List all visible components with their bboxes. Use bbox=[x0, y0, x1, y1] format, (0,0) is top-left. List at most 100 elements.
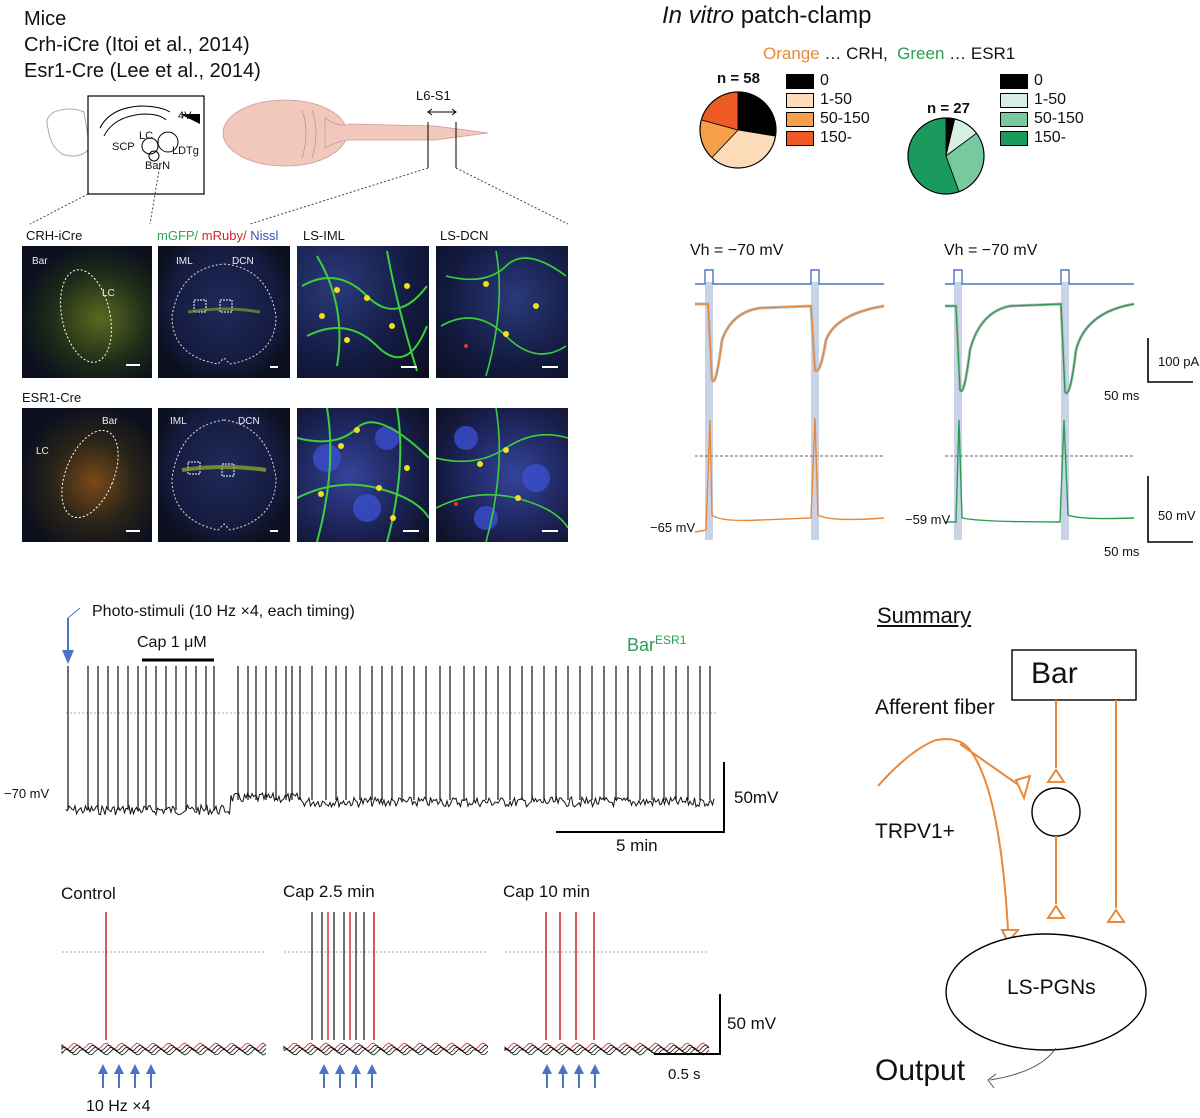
esr1-legend-label: 0 bbox=[1034, 72, 1043, 89]
vm-left: −65 mV bbox=[650, 520, 696, 535]
patch-clamp-title: In vitro patch-clamp bbox=[662, 2, 871, 30]
scalebar bbox=[403, 530, 419, 532]
esr1-legend-swatch bbox=[1000, 112, 1028, 127]
scale-mv: 50 mV bbox=[1158, 508, 1196, 523]
bar-label: Bar bbox=[32, 256, 48, 267]
green-word: Green bbox=[897, 44, 945, 63]
dcn-label: DCN bbox=[238, 416, 260, 427]
scalebar bbox=[126, 530, 140, 532]
color-legend-line: Orange … CRH, Green … ESR1 bbox=[763, 44, 1015, 64]
scalebar bbox=[542, 530, 558, 532]
long-trace-baseline bbox=[65, 791, 715, 817]
esr1-row-label: ESR1-Cre bbox=[22, 390, 82, 405]
crh-legend-swatch bbox=[786, 112, 814, 127]
stim-trace-right bbox=[945, 269, 1134, 285]
lc-label: LC bbox=[102, 288, 115, 299]
mgfp-label: mGFP/ bbox=[157, 228, 199, 243]
current-scale-bar bbox=[1147, 338, 1193, 383]
photo-stimuli-label: Photo-stimuli (10 Hz ×4, each timing) bbox=[92, 603, 355, 620]
vm-right: −59 mV bbox=[905, 512, 951, 527]
segment-label: L6-S1 bbox=[416, 88, 451, 103]
label-scp: SCP bbox=[112, 141, 135, 153]
esr1-legend-swatch bbox=[1000, 74, 1028, 89]
cap-label: Cap 1 μM bbox=[137, 634, 207, 651]
stim-trace-left bbox=[695, 269, 884, 285]
stain-legend: mGFP/ mRuby/ Nissl bbox=[157, 228, 278, 243]
esr1-current-trace bbox=[945, 303, 1135, 394]
crh-n-label: n = 58 bbox=[717, 70, 760, 87]
micrograph-crh-ls-iml bbox=[297, 246, 429, 378]
bar-esr1-label: BarESR1 bbox=[627, 633, 686, 656]
ls-pgns-label: LS-PGNs bbox=[1007, 976, 1096, 999]
crh-legend-swatch bbox=[786, 74, 814, 89]
summary-bar-label: Bar bbox=[1031, 657, 1078, 690]
crh-legend-swatch bbox=[786, 131, 814, 146]
esr1-pie-chart bbox=[907, 117, 985, 195]
crh-current-trace bbox=[695, 303, 885, 382]
cap-10-label: Cap 10 min bbox=[503, 882, 590, 901]
orange-rest: … CRH, bbox=[819, 44, 888, 63]
micrograph-esr1-ls-iml bbox=[297, 408, 429, 542]
micrograph-crh-ls-dcn bbox=[436, 246, 568, 378]
bottom-scale-s: 0.5 s bbox=[668, 1066, 701, 1083]
crh-line-label: Crh-iCre (Itoi et al., 2014) bbox=[24, 34, 250, 56]
trpv1-label: TRPV1+ bbox=[875, 820, 955, 843]
control-label: Control bbox=[61, 884, 116, 903]
vh-right-label: Vh = −70 mV bbox=[944, 242, 1038, 259]
scale-ms-1: 50 ms bbox=[1104, 388, 1140, 403]
species-label: Mice bbox=[24, 8, 67, 30]
output-label: Output bbox=[875, 1054, 966, 1087]
scalebar bbox=[126, 364, 140, 366]
label-ldtg: LDTg bbox=[172, 145, 199, 157]
short-voltage-traces bbox=[61, 912, 721, 1088]
esr1-n-label: n = 27 bbox=[927, 100, 970, 117]
micrograph-esr1-ls-dcn bbox=[436, 408, 568, 542]
scalebar bbox=[401, 366, 417, 368]
scalebar bbox=[270, 530, 278, 532]
long-vm-label: −70 mV bbox=[4, 786, 50, 801]
micrograph-crh-lc: Bar LC bbox=[22, 246, 152, 378]
crh-legend-swatch bbox=[786, 93, 814, 108]
stim-freq-label: 10 Hz ×4 bbox=[86, 1098, 151, 1115]
title-rest: patch-clamp bbox=[734, 2, 872, 29]
crh-legend-label: 1-50 bbox=[820, 91, 853, 108]
micrograph-esr1-lc: Bar LC bbox=[22, 408, 152, 542]
interneuron bbox=[1031, 787, 1081, 837]
lc-label: LC bbox=[36, 446, 49, 457]
crh-legend-label: 0 bbox=[820, 72, 829, 89]
label-4v: 4V bbox=[178, 110, 192, 122]
long-scale-min: 5 min bbox=[616, 836, 658, 855]
esr1-legend-label: 50-150 bbox=[1034, 110, 1084, 127]
label-barn: BarN bbox=[145, 160, 171, 172]
orange-word: Orange bbox=[763, 44, 820, 63]
crh-slice-0 bbox=[737, 91, 777, 137]
mruby-label: mRuby/ bbox=[201, 228, 247, 243]
label-lc: LC bbox=[139, 130, 154, 142]
crh-row-label: CRH-iCre bbox=[26, 228, 83, 243]
esr1-legend-swatch bbox=[1000, 131, 1028, 146]
esr1-voltage-trace bbox=[945, 419, 1135, 523]
bar-label: Bar bbox=[102, 416, 118, 427]
nissl-label: Nissl bbox=[250, 228, 279, 243]
bar-esr1-main: Bar bbox=[627, 635, 656, 655]
voltage-scale-bar bbox=[1147, 476, 1193, 543]
scale-ms-2: 50 ms bbox=[1104, 544, 1140, 559]
ls-iml-col-label: LS-IML bbox=[303, 228, 345, 243]
title-italic: In vitro bbox=[662, 2, 735, 29]
esr1-legend-swatch bbox=[1000, 93, 1028, 108]
iml-label: IML bbox=[176, 256, 193, 267]
long-voltage-trace bbox=[62, 607, 725, 833]
crh-legend-label: 50-150 bbox=[820, 110, 870, 127]
scale-pa: 100 pA bbox=[1158, 354, 1200, 369]
esr1-line-label: Esr1-Cre (Lee et al., 2014) bbox=[24, 60, 261, 82]
micrograph-esr1-spinal: IML DCN bbox=[158, 408, 290, 542]
cap-2-5-label: Cap 2.5 min bbox=[283, 882, 375, 901]
esr1-legend-label: 1-50 bbox=[1034, 91, 1067, 108]
ls-dcn-col-label: LS-DCN bbox=[440, 228, 489, 243]
summary-diagram bbox=[877, 649, 1147, 1089]
micrograph-crh-spinal: IML DCN bbox=[158, 246, 290, 378]
bar-esr1-sup: ESR1 bbox=[655, 633, 687, 647]
bottom-scale-mv: 50 mV bbox=[727, 1014, 777, 1033]
scalebar bbox=[270, 366, 278, 368]
summary-title: Summary bbox=[877, 603, 972, 628]
